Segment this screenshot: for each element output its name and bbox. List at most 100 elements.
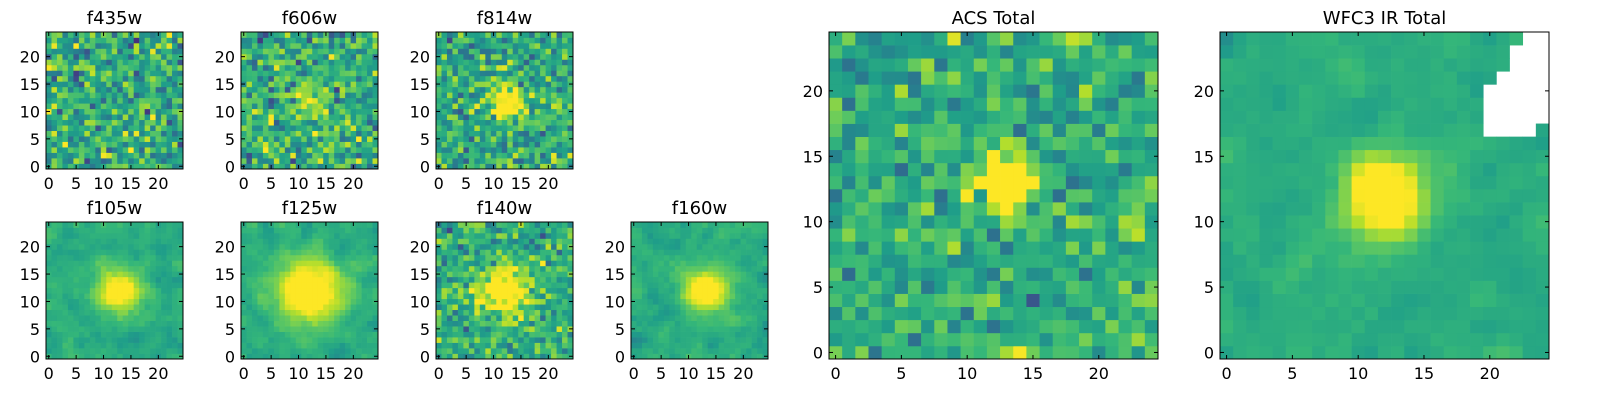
heatmap-cell (529, 243, 535, 250)
heatmap-cell (172, 48, 178, 55)
heatmap-cell (155, 81, 162, 88)
heatmap-cell (468, 249, 475, 256)
heatmap-cell (334, 254, 340, 261)
heatmap-cell (356, 298, 362, 305)
heatmap-cell (56, 249, 63, 256)
heatmap-cell (323, 337, 330, 343)
heatmap-cell (567, 309, 574, 316)
heatmap-cell (551, 86, 557, 93)
heatmap-cell (479, 276, 486, 283)
heatmap-cell (345, 32, 351, 38)
heatmap-cell (647, 249, 654, 256)
heatmap-cell (251, 92, 258, 99)
heatmap-cell (452, 227, 459, 234)
heatmap-cell (669, 265, 676, 272)
heatmap-cell (290, 32, 297, 38)
heatmap-cell (724, 249, 730, 256)
heatmap-cell (960, 345, 975, 360)
heatmap-cell (1118, 280, 1133, 294)
heatmap-cell (246, 315, 253, 321)
heatmap-cell (67, 315, 74, 321)
heatmap-cell (62, 81, 69, 88)
heatmap-cell (51, 337, 58, 343)
heatmap-cell (279, 320, 286, 327)
heatmap-cell (562, 282, 568, 289)
heatmap-cell (1131, 267, 1146, 281)
heatmap-cell (452, 108, 459, 115)
heatmap-cell (540, 326, 546, 332)
heatmap-cell (334, 222, 340, 228)
heatmap-cell (842, 149, 856, 164)
heatmap-cell (339, 282, 346, 289)
heatmap-cell (334, 86, 340, 93)
heatmap-cell (986, 202, 1001, 216)
heatmap-cell (89, 108, 96, 115)
heatmap-cell (279, 222, 286, 228)
heatmap-cell (295, 232, 302, 239)
heatmap-cell (485, 141, 492, 148)
heatmap-cell (241, 232, 247, 239)
heatmap-cell (457, 70, 464, 77)
heatmap-cell (46, 315, 52, 321)
heatmap-cell (757, 249, 763, 256)
heatmap-cell (328, 130, 335, 137)
heatmap-cell (345, 64, 351, 71)
heatmap-cell (273, 32, 280, 38)
heatmap-cell (1118, 162, 1133, 177)
heatmap-cell (842, 215, 856, 229)
heatmap-cell (724, 320, 730, 327)
heatmap-cell (95, 276, 102, 283)
heatmap-cell (556, 64, 563, 71)
heatmap-cell (78, 81, 85, 88)
heatmap-cell (652, 315, 659, 321)
heatmap-cell (529, 276, 535, 283)
heatmap-cell (540, 130, 546, 137)
x-tick-label: 10 (288, 174, 308, 193)
heatmap-cell (262, 81, 269, 88)
heatmap-cell (117, 276, 124, 283)
heatmap-cell (479, 304, 486, 311)
heatmap-cell (740, 254, 747, 261)
heatmap-cell (46, 70, 52, 77)
heatmap-cell (46, 48, 52, 55)
heatmap-cell (67, 158, 74, 164)
heatmap-cell (529, 75, 535, 82)
heatmap-cell (567, 59, 574, 66)
heatmap-cell (339, 309, 346, 316)
heatmap-cell (166, 114, 173, 121)
heatmap-cell (301, 298, 308, 305)
heatmap-cell (51, 147, 58, 153)
heatmap-cell (691, 331, 698, 338)
heatmap-cell (436, 152, 442, 159)
heatmap-cell (262, 59, 269, 66)
heatmap-cell (441, 108, 448, 115)
heatmap-cell (251, 265, 258, 272)
heatmap-cell (268, 114, 275, 121)
heatmap-cell (479, 298, 486, 305)
heatmap-cell (56, 260, 63, 267)
heatmap-cell (463, 309, 470, 316)
heatmap-cell (973, 293, 988, 308)
heatmap-cell (279, 86, 286, 93)
heatmap-cell (150, 48, 156, 55)
heatmap-cell (84, 243, 91, 250)
heatmap-cell (100, 108, 107, 115)
heatmap-cell (1013, 175, 1027, 190)
heatmap-cell (334, 331, 340, 338)
heatmap-cell (518, 293, 525, 300)
heatmap-cell (290, 103, 297, 110)
heatmap-cell (663, 265, 670, 272)
heatmap-cell (122, 81, 129, 88)
heatmap-cell (111, 282, 118, 289)
heatmap-cell (78, 348, 85, 354)
heatmap-cell (128, 298, 135, 305)
heatmap-cell (894, 162, 909, 177)
heatmap-cell (301, 232, 308, 239)
heatmap-cell (718, 342, 725, 349)
heatmap-cell (474, 130, 481, 137)
heatmap-cell (507, 222, 514, 228)
heatmap-cell (328, 243, 335, 250)
heatmap-cell (518, 119, 525, 126)
heatmap-cell (829, 175, 843, 190)
heatmap-cell (523, 320, 530, 327)
